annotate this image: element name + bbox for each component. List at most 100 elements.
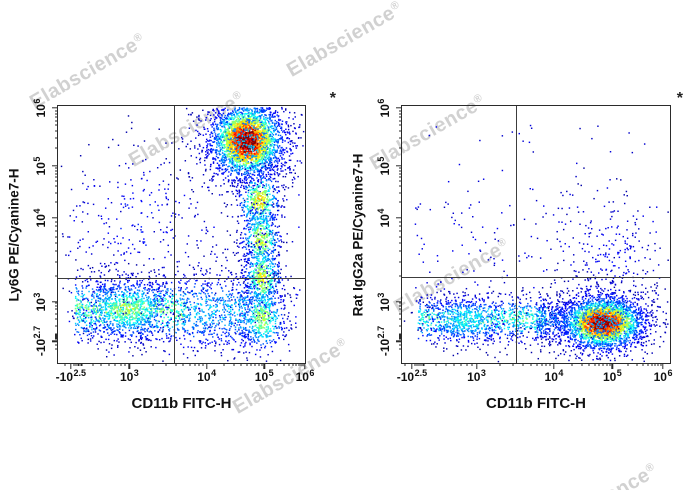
x-axis-minor-tick [416,363,418,367]
y-axis-minor-tick [54,275,58,277]
x-axis-minor-tick [258,363,260,367]
x-axis-minor-tick [422,363,424,367]
x-axis-minor-tick [418,363,420,367]
x-axis-major-tick [70,363,72,369]
x-axis-minor-tick [420,363,422,367]
x-axis-minor-tick [288,363,290,367]
x-axis-minor-tick [100,363,102,367]
x-axis-major-tick [304,363,306,369]
x-axis-minor-tick [423,363,425,367]
y-tick-label: 104 [32,208,48,228]
flow-plot-ly6g: Ly6G PE/Cyanine7-H -102.5 103 104 105 106 -10… [7,90,337,412]
y-axis-minor-tick [54,335,58,337]
x-axis-minor-tick [254,363,256,367]
x-axis-minor-tick [609,363,611,367]
y-axis-minor-tick [54,167,58,169]
x-tick-label: 103 [467,368,486,384]
y-axis-major-tick [396,107,402,109]
y-axis-minor-tick [54,325,58,327]
y-axis-minor-tick [398,180,402,182]
x-axis-major-tick [475,363,478,369]
y-tick-label: -102.7 [376,325,392,357]
y-axis-minor-tick [54,113,58,115]
x-axis-minor-tick [223,363,225,367]
x-axis-minor-tick [545,363,547,367]
y-axis-minor-tick [398,275,402,277]
y-axis-minor-tick [54,225,58,227]
y-axis-minor-tick [398,308,402,310]
x-axis-minor-tick [182,363,184,367]
y-axis-minor-tick [54,176,58,178]
x-axis-minor-tick [283,363,285,367]
x-axis-major-tick [662,363,664,369]
y-axis-minor-tick [398,338,402,340]
x-tick-label: 105 [602,368,622,384]
y-axis-minor-tick [398,130,402,132]
y-axis-major-tick [396,164,402,167]
quadrant-gate-horizontal-line [58,277,305,279]
y-axis-minor-tick [398,170,402,172]
y-axis-minor-tick [54,130,58,132]
x-axis-major-tick [411,363,413,369]
y-axis-minor-tick [398,344,402,346]
x-tick-label: 104 [197,368,217,384]
x-tick-label: 106 [295,368,315,384]
y-axis-major-tick [52,300,58,303]
watermark: Elabscience® [283,0,402,82]
y-axis-minor-tick [54,173,58,175]
y-axis-minor-tick [398,337,402,339]
x-tick-label: 104 [544,368,564,384]
x-axis-minor-tick [460,363,462,367]
x-axis-minor-tick [471,363,473,367]
y-axis-minor-tick [54,147,58,149]
y-tick-label: 105 [376,156,392,176]
x-axis-minor-tick [81,363,83,367]
x-axis-minor-tick [298,363,300,367]
y-axis-minor-tick [54,137,58,139]
y-axis-minor-tick [398,201,402,203]
x-axis-major-tick [128,363,131,369]
x-axis-minor-tick [654,363,656,367]
x-axis-minor-tick [300,363,302,367]
x-axis-minor-tick [80,363,81,367]
x-axis-minor-tick [571,363,573,367]
y-axis-minor-tick [398,230,402,232]
y-axis-minor-tick [398,318,402,320]
y-axis-minor-tick [54,192,58,194]
y-axis-minor-tick [398,334,402,336]
significance-asterisk: * [676,90,683,107]
x-axis-minor-tick [453,363,455,367]
x-axis-minor-tick [651,363,653,367]
x-axis-minor-tick [530,363,532,367]
x-axis-minor-tick [512,363,514,367]
x-axis-minor-tick [581,363,583,367]
y-axis-minor-tick [398,302,402,304]
x-axis-minor-tick [198,363,200,367]
y-tick-label: -102.7 [32,325,48,357]
quadrant-gate-horizontal-line [402,276,670,279]
scatter-canvas [58,106,305,363]
x-axis-minor-tick [202,363,204,367]
y-axis-minor-tick [54,305,58,307]
y-axis-minor-tick [54,201,58,203]
x-axis-minor-tick [636,363,638,367]
x-axis-minor-tick [152,363,154,367]
y-axis-minor-tick [54,124,58,126]
x-axis-minor-tick [606,363,608,367]
x-axis-minor-tick [240,363,242,367]
y-axis-minor-tick [54,185,58,187]
x-axis-minor-tick [536,363,538,367]
y-axis-minor-tick [54,180,58,182]
x-axis-major-tick [205,363,208,369]
y-axis-minor-tick [54,334,58,336]
plot-area: -102.5 103 104 105 106 -102.7 103 104 105 106 [32,99,314,384]
x-tick-label: 105 [254,368,274,384]
x-axis-minor-tick [657,363,659,367]
x-tick-label: -102.5 [396,368,428,384]
x-axis-minor-tick [588,363,590,367]
x-axis-major-tick [553,363,555,369]
y-axis-title: Rat IgG2a PE/Cyanine7-H [350,153,366,316]
y-axis-minor-tick [54,250,58,252]
y-axis-minor-tick [54,170,58,172]
